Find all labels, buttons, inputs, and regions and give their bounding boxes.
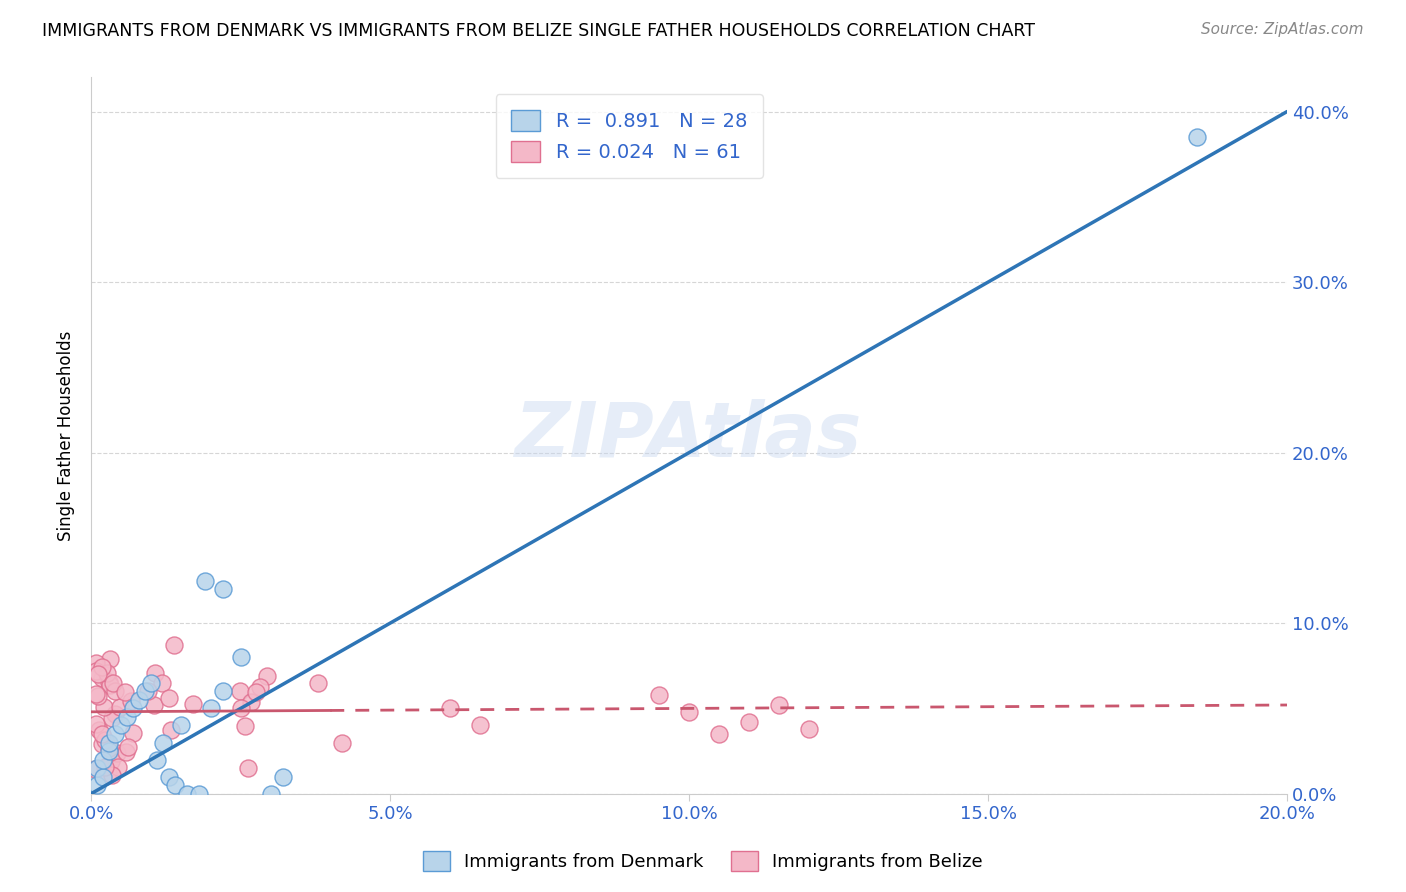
Point [86, 778, 108, 792]
Point [142, 698, 165, 713]
Point [122, 701, 145, 715]
Legend: Immigrants from Denmark, Immigrants from Belize: Immigrants from Denmark, Immigrants from… [416, 844, 990, 879]
Point [117, 739, 139, 754]
Point [104, 684, 127, 698]
Point [120, 694, 142, 708]
Point [87, 689, 110, 703]
Point [211, 582, 233, 596]
Point [150, 676, 173, 690]
Point [181, 697, 204, 711]
Point [98, 741, 121, 756]
Point [1187, 130, 1209, 145]
Point [100, 768, 122, 782]
Legend: R =  0.891   N = 28, R = 0.024   N = 61: R = 0.891 N = 28, R = 0.024 N = 61 [495, 95, 762, 178]
Point [259, 787, 281, 801]
Point [91, 737, 114, 751]
Point [249, 681, 271, 695]
Point [87, 667, 110, 681]
Point [103, 676, 125, 690]
Y-axis label: Single Father Households: Single Father Households [58, 330, 75, 541]
Point [170, 718, 193, 732]
Point [107, 760, 129, 774]
Point [114, 684, 136, 698]
Text: Source: ZipAtlas.com: Source: ZipAtlas.com [1201, 22, 1364, 37]
Point [84, 762, 107, 776]
Point [98, 744, 121, 758]
Point [101, 711, 124, 725]
Point [330, 735, 353, 749]
Point [200, 701, 222, 715]
Point [307, 676, 329, 690]
Point [648, 688, 671, 702]
Point [139, 676, 162, 690]
Point [136, 684, 159, 698]
Point [143, 665, 166, 680]
Point [84, 664, 107, 678]
Point [89, 723, 111, 737]
Point [94, 732, 117, 747]
Point [797, 722, 820, 736]
Point [84, 687, 107, 701]
Point [157, 770, 180, 784]
Point [98, 674, 121, 689]
Point [768, 698, 790, 712]
Point [229, 650, 252, 665]
Point [104, 707, 127, 722]
Point [152, 735, 174, 749]
Point [128, 693, 150, 707]
Point [115, 710, 138, 724]
Point [146, 753, 169, 767]
Point [271, 770, 294, 784]
Point [98, 735, 121, 749]
Point [163, 638, 186, 652]
Point [110, 718, 132, 732]
Point [98, 678, 121, 692]
Point [211, 684, 233, 698]
Point [233, 719, 256, 733]
Point [159, 723, 181, 738]
Text: ZIPAtlas: ZIPAtlas [516, 399, 863, 473]
Point [134, 684, 156, 698]
Point [100, 754, 122, 768]
Point [115, 745, 138, 759]
Point [122, 726, 145, 740]
Point [94, 760, 117, 774]
Point [91, 753, 114, 767]
Point [229, 684, 252, 698]
Point [738, 714, 761, 729]
Point [98, 652, 121, 666]
Point [91, 671, 114, 685]
Point [105, 746, 128, 760]
Point [108, 700, 131, 714]
Point [90, 660, 112, 674]
Point [96, 665, 118, 680]
Point [707, 727, 730, 741]
Point [239, 695, 262, 709]
Point [86, 761, 108, 775]
Point [91, 770, 114, 784]
Point [194, 574, 217, 588]
Point [97, 766, 120, 780]
Point [176, 787, 198, 801]
Text: IMMIGRANTS FROM DENMARK VS IMMIGRANTS FROM BELIZE SINGLE FATHER HOUSEHOLDS CORRE: IMMIGRANTS FROM DENMARK VS IMMIGRANTS FR… [42, 22, 1035, 40]
Point [678, 705, 700, 719]
Point [187, 787, 209, 801]
Point [439, 701, 461, 715]
Point [93, 700, 115, 714]
Point [229, 701, 252, 715]
Point [91, 727, 114, 741]
Point [256, 668, 278, 682]
Point [104, 727, 127, 741]
Point [84, 717, 107, 731]
Point [245, 685, 267, 699]
Point [157, 691, 180, 706]
Point [84, 656, 107, 670]
Point [163, 778, 186, 792]
Point [468, 718, 491, 732]
Point [236, 761, 259, 775]
